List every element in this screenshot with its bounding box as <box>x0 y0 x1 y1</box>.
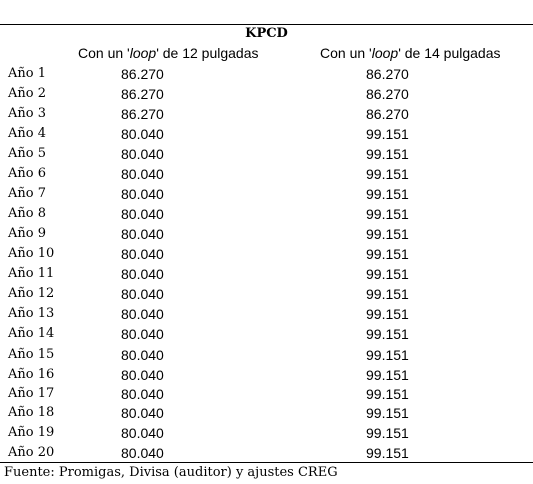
table-row: Año 4 80.040 99.151 <box>0 124 533 144</box>
kpcd-12-inch-cell: 80.040 <box>121 386 164 402</box>
kpcd-12-inch-cell: 86.270 <box>121 106 164 122</box>
table-row: Año 15 80.040 99.151 <box>0 345 533 365</box>
table-row: Año 12 80.040 99.151 <box>0 284 533 304</box>
kpcd-12-inch-cell: 80.040 <box>121 206 164 222</box>
kpcd-14-inch-cell: 99.151 <box>366 286 409 302</box>
kpcd-14-inch-cell: 86.270 <box>366 86 409 102</box>
table-row: Año 3 86.270 86.270 <box>0 104 533 124</box>
year-cell: Año 9 <box>8 226 46 241</box>
column-header-12-inch: Con un 'loop' de 12 pulgadas <box>78 45 259 61</box>
kpcd-14-inch-cell: 99.151 <box>366 166 409 182</box>
kpcd-12-inch-cell: 80.040 <box>121 425 164 441</box>
year-cell: Año 13 <box>8 306 55 321</box>
table-row: Año 7 80.040 99.151 <box>0 184 533 204</box>
kpcd-14-inch-cell: 99.151 <box>366 146 409 162</box>
year-cell: Año 2 <box>8 86 46 101</box>
kpcd-12-inch-cell: 80.040 <box>121 347 164 363</box>
column-header-14-inch-prefix: Con un ' <box>320 45 372 61</box>
kpcd-12-inch-cell: 80.040 <box>121 126 164 142</box>
column-header-12-inch-suffix: ' de 12 pulgadas <box>156 45 259 61</box>
kpcd-14-inch-cell: 99.151 <box>366 445 409 461</box>
table-row: Año 6 80.040 99.151 <box>0 164 533 184</box>
kpcd-12-inch-cell: 86.270 <box>121 66 164 82</box>
year-cell: Año 6 <box>8 166 46 181</box>
year-cell: Año 1 <box>8 66 46 81</box>
kpcd-12-inch-cell: 80.040 <box>121 445 164 461</box>
kpcd-12-inch-cell: 80.040 <box>121 246 164 262</box>
kpcd-12-inch-cell: 80.040 <box>121 226 164 242</box>
year-cell: Año 7 <box>8 186 46 201</box>
year-cell: Año 10 <box>8 246 55 261</box>
table-row: Año 5 80.040 99.151 <box>0 144 533 164</box>
year-cell: Año 8 <box>8 206 46 221</box>
year-cell: Año 16 <box>8 367 55 382</box>
kpcd-14-inch-cell: 99.151 <box>366 306 409 322</box>
table-row: Año 8 80.040 99.151 <box>0 204 533 224</box>
kpcd-14-inch-cell: 99.151 <box>366 266 409 282</box>
table-row: Año 20 80.040 99.151 <box>0 443 533 463</box>
table-row: Año 14 80.040 99.151 <box>0 324 533 344</box>
year-cell: Año 14 <box>8 326 55 341</box>
kpcd-14-inch-cell: 99.151 <box>366 347 409 363</box>
table-row: Año 19 80.040 99.151 <box>0 423 533 443</box>
kpcd-12-inch-cell: 86.270 <box>121 86 164 102</box>
table-row: Año 16 80.040 99.151 <box>0 365 533 385</box>
table-bottom-rule <box>0 462 533 463</box>
table-row: Año 18 80.040 99.151 <box>0 403 533 423</box>
source-note: Fuente: Promigas, Divisa (auditor) y aju… <box>4 465 338 480</box>
table-row: Año 2 86.270 86.270 <box>0 84 533 104</box>
kpcd-14-inch-cell: 99.151 <box>366 367 409 383</box>
kpcd-14-inch-cell: 86.270 <box>366 106 409 122</box>
year-cell: Año 17 <box>8 386 55 401</box>
table-row: Año 17 80.040 99.151 <box>0 384 533 404</box>
kpcd-12-inch-cell: 80.040 <box>121 326 164 342</box>
table-row: Año 10 80.040 99.151 <box>0 244 533 264</box>
column-header-14-inch-loop: loop <box>371 45 399 61</box>
year-cell: Año 3 <box>8 106 46 121</box>
kpcd-12-inch-cell: 80.040 <box>121 367 164 383</box>
year-cell: Año 5 <box>8 146 46 161</box>
year-cell: Año 4 <box>8 126 46 141</box>
kpcd-14-inch-cell: 99.151 <box>366 206 409 222</box>
kpcd-12-inch-cell: 80.040 <box>121 306 164 322</box>
kpcd-12-inch-cell: 80.040 <box>121 286 164 302</box>
kpcd-14-inch-cell: 99.151 <box>366 226 409 242</box>
table-row: Año 1 86.270 86.270 <box>0 64 533 84</box>
year-cell: Año 18 <box>8 405 55 420</box>
kpcd-12-inch-cell: 80.040 <box>121 186 164 202</box>
kpcd-14-inch-cell: 99.151 <box>366 246 409 262</box>
kpcd-12-inch-cell: 80.040 <box>121 166 164 182</box>
year-cell: Año 19 <box>8 425 55 440</box>
year-cell: Año 11 <box>8 266 55 281</box>
kpcd-14-inch-cell: 99.151 <box>366 405 409 421</box>
kpcd-14-inch-cell: 99.151 <box>366 326 409 342</box>
column-header-14-inch: Con un 'loop' de 14 pulgadas <box>320 45 501 61</box>
kpcd-14-inch-cell: 99.151 <box>366 425 409 441</box>
column-header-12-inch-prefix: Con un ' <box>78 45 130 61</box>
table-top-rule <box>0 24 533 25</box>
group-header-kpcd: KPCD <box>245 26 288 41</box>
kpcd-12-inch-cell: 80.040 <box>121 146 164 162</box>
table-row: Año 9 80.040 99.151 <box>0 224 533 244</box>
table-row: Año 13 80.040 99.151 <box>0 304 533 324</box>
year-cell: Año 20 <box>8 445 55 460</box>
table-row: Año 11 80.040 99.151 <box>0 264 533 284</box>
year-cell: Año 12 <box>8 286 55 301</box>
kpcd-14-inch-cell: 99.151 <box>366 386 409 402</box>
kpcd-14-inch-cell: 86.270 <box>366 66 409 82</box>
column-header-14-inch-suffix: ' de 14 pulgadas <box>398 45 501 61</box>
kpcd-14-inch-cell: 99.151 <box>366 126 409 142</box>
column-header-12-inch-loop: loop <box>129 45 157 61</box>
kpcd-12-inch-cell: 80.040 <box>121 405 164 421</box>
year-cell: Año 15 <box>8 347 55 362</box>
kpcd-14-inch-cell: 99.151 <box>366 186 409 202</box>
kpcd-12-inch-cell: 80.040 <box>121 266 164 282</box>
